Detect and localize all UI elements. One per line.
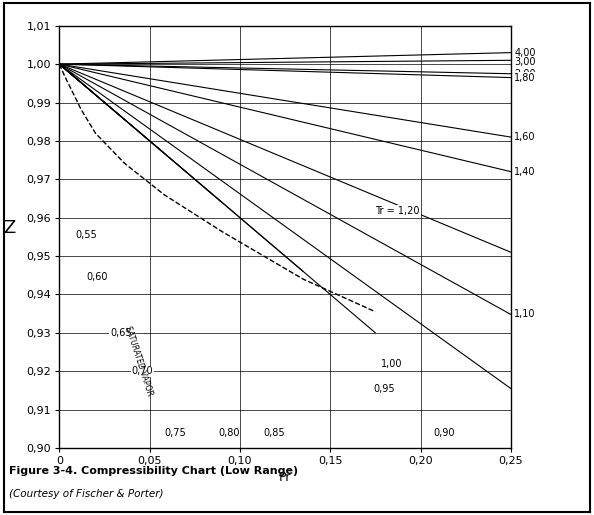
Text: 0,85: 0,85	[264, 427, 285, 438]
Text: 0,90: 0,90	[433, 427, 454, 438]
Text: 0,95: 0,95	[374, 384, 395, 393]
Text: 1,60: 1,60	[514, 132, 536, 142]
Text: Tr = 1,20: Tr = 1,20	[375, 206, 420, 216]
Text: 0,80: 0,80	[219, 427, 240, 438]
Text: 4,00: 4,00	[514, 47, 536, 58]
Text: 1,10: 1,10	[514, 308, 536, 319]
Text: 1,80: 1,80	[514, 73, 536, 82]
Text: 1,00: 1,00	[381, 358, 402, 369]
Text: SATURATED VAPOR: SATURATED VAPOR	[124, 324, 154, 397]
Text: 0,75: 0,75	[164, 427, 186, 438]
X-axis label: Pr: Pr	[279, 471, 291, 484]
Text: 0,65: 0,65	[110, 328, 132, 338]
Text: (Courtesy of Fischer & Porter): (Courtesy of Fischer & Porter)	[9, 489, 163, 499]
Text: 0,60: 0,60	[87, 272, 108, 282]
Y-axis label: Z: Z	[4, 219, 16, 237]
Text: 3,00: 3,00	[514, 57, 536, 67]
Text: Figure 3-4. Compressibility Chart (Low Range): Figure 3-4. Compressibility Chart (Low R…	[9, 466, 298, 476]
Text: 1,40: 1,40	[514, 167, 536, 177]
Text: 0,70: 0,70	[132, 366, 153, 376]
Text: 2,00: 2,00	[514, 68, 536, 79]
Text: 0,55: 0,55	[75, 230, 97, 240]
